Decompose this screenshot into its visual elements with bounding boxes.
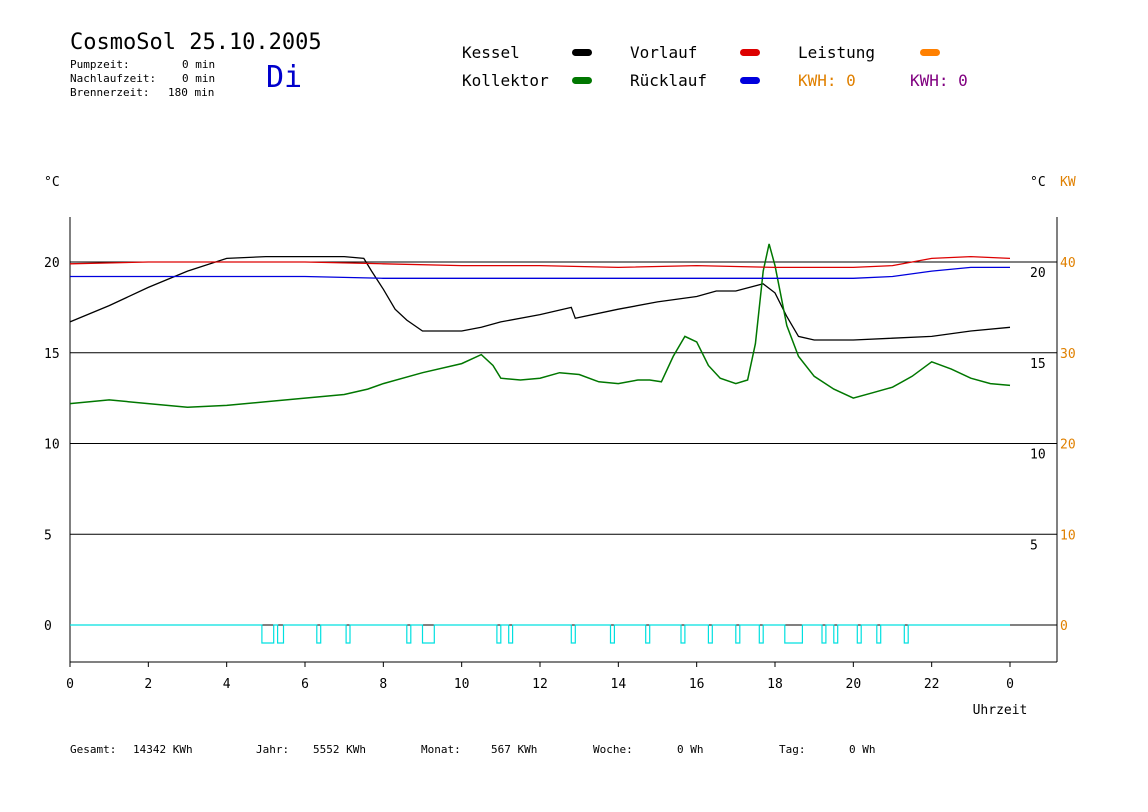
y-tick-left-0: 0 [44,619,52,634]
legend-leistung-swatch [920,49,940,56]
series-pump-pulses [70,624,1010,644]
week-label: Woche: [593,743,633,756]
y-tick-left-10: 10 [44,438,60,453]
series-rcklauf-line [70,266,1010,279]
y-unit-right-c: °C [1030,175,1046,190]
y-tick-left-20: 20 [44,256,60,271]
y-tick-right-c-10: 10 [1030,448,1046,463]
pump-time-value: 0 min [182,58,216,71]
y-tick-right-kw-10: 20 [1060,438,1076,453]
legend-leistung-label: Leistung [798,43,876,62]
weekday-label: Di [266,60,303,95]
x-tick-label-10: 20 [846,677,862,692]
x-tick-label-8: 16 [689,677,705,692]
x-tick-label-0: 0 [66,677,74,692]
pump-time-label: Pumpzeit: [70,58,130,71]
x-tick-label-7: 14 [611,677,627,692]
total-label: Gesamt: [70,743,117,756]
y-tick-right-c-5: 5 [1030,538,1038,553]
x-tick-label-12: 0 [1006,677,1014,692]
after-run-time-label: Nachlaufzeit: [70,72,157,85]
y-tick-left-15: 15 [44,347,60,362]
burner-time-label: Brennerzeit: [70,86,150,99]
burner-time-value: 180 min [168,86,215,99]
kwh-secondary-value: KWH: 0 [910,71,968,90]
y-tick-right-kw-0: 0 [1060,619,1068,634]
year-value: 5552 KWh [313,743,366,756]
x-tick-label-9: 18 [767,677,783,692]
month-value: 567 KWh [491,743,538,756]
legend-kessel-label: Kessel [462,43,520,62]
legend-ruecklauf-swatch [740,77,760,84]
day-label: Tag: [779,743,806,756]
x-tick-label-6: 12 [532,677,548,692]
series-vorlauf-line [69,255,1011,269]
y-tick-right-kw-5: 10 [1060,528,1076,543]
legend-kollektor-swatch [572,77,592,84]
kwh-leistung-value: KWH: 0 [798,71,856,90]
y-tick-right-c-15: 15 [1030,357,1046,372]
legend-vorlauf-label: Vorlauf [630,43,698,62]
chart-title: CosmoSol 25.10.2005 [70,30,322,55]
series-kollektor-line [69,243,1011,408]
month-label: Monat: [421,743,461,756]
legend-vorlauf-swatch [740,49,760,56]
x-axis-label: Uhrzeit [973,703,1028,718]
series-kessel-line [69,255,1011,341]
y-unit-left: °C [44,175,60,190]
x-tick-label-3: 6 [301,677,309,692]
legend-kessel-swatch [572,49,592,56]
week-value: 0 Wh [677,743,704,756]
day-value: 0 Wh [849,743,876,756]
legend-kollektor-label: Kollektor [462,71,549,90]
x-tick-label-2: 4 [223,677,231,692]
after-run-time-value: 0 min [182,72,216,85]
y-tick-right-c-20: 20 [1030,266,1046,281]
year-label: Jahr: [256,743,290,756]
legend-ruecklauf-label: Rücklauf [630,71,708,90]
y-tick-right-kw-20: 40 [1060,256,1076,271]
total-value: 14342 KWh [133,743,193,756]
y-tick-left-5: 5 [44,528,52,543]
y-tick-right-kw-15: 30 [1060,347,1076,362]
y-unit-right-kw: KW [1060,175,1076,190]
x-tick-label-1: 2 [144,677,152,692]
x-tick-label-5: 10 [454,677,470,692]
x-tick-label-11: 22 [924,677,940,692]
x-tick-label-4: 8 [379,677,387,692]
